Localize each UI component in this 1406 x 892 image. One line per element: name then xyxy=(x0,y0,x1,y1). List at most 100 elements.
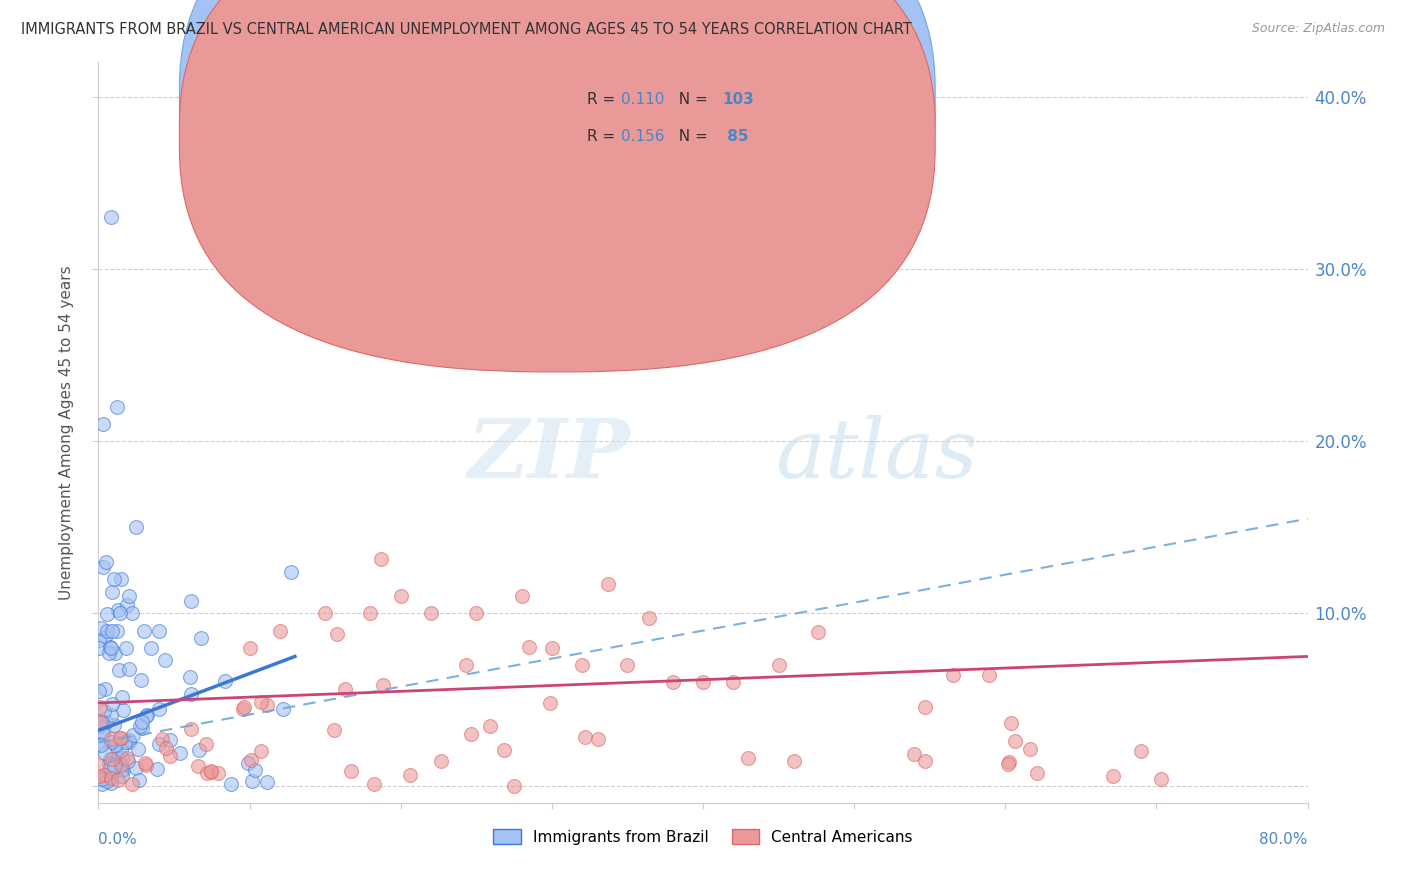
Text: R =: R = xyxy=(586,129,620,145)
Text: 0.110: 0.110 xyxy=(621,93,664,107)
Point xyxy=(783,755,806,769)
Point xyxy=(510,589,533,603)
Point xyxy=(104,647,127,661)
Point xyxy=(420,607,443,621)
Point xyxy=(93,768,115,782)
Point xyxy=(100,211,122,225)
Text: 0.156: 0.156 xyxy=(621,129,664,145)
Point xyxy=(129,673,152,687)
Point xyxy=(118,589,141,603)
Point xyxy=(187,758,209,772)
Point xyxy=(94,555,117,569)
Point xyxy=(94,630,117,644)
Text: atlas: atlas xyxy=(776,415,979,495)
Text: 80.0%: 80.0% xyxy=(1260,832,1308,847)
Point xyxy=(1102,769,1125,783)
Point xyxy=(110,731,132,746)
Point xyxy=(98,761,121,775)
Point xyxy=(370,551,392,566)
Point xyxy=(104,757,127,772)
Point xyxy=(214,674,236,689)
Point xyxy=(326,626,349,640)
Point xyxy=(280,566,302,580)
Legend: Immigrants from Brazil, Central Americans: Immigrants from Brazil, Central American… xyxy=(486,822,920,851)
Point xyxy=(105,400,128,414)
Point xyxy=(111,769,134,783)
Point xyxy=(128,773,150,788)
Point xyxy=(101,585,124,599)
Point xyxy=(93,704,115,718)
Point xyxy=(616,658,638,673)
Point xyxy=(112,703,135,717)
Point xyxy=(103,572,125,586)
Point xyxy=(169,747,191,761)
Point xyxy=(87,640,110,655)
Point xyxy=(87,683,110,698)
Point xyxy=(1000,715,1022,730)
Point xyxy=(117,661,139,675)
Point xyxy=(1129,744,1152,758)
Point xyxy=(661,675,683,690)
Point xyxy=(115,598,138,612)
Point xyxy=(107,603,129,617)
Point xyxy=(586,731,609,746)
Point xyxy=(190,631,212,645)
Point xyxy=(108,663,131,677)
Point xyxy=(159,733,181,747)
Y-axis label: Unemployment Among Ages 45 to 54 years: Unemployment Among Ages 45 to 54 years xyxy=(59,265,75,600)
Point xyxy=(664,266,686,280)
Point xyxy=(574,730,596,744)
Text: 0.0%: 0.0% xyxy=(98,832,138,847)
Point xyxy=(1150,772,1173,786)
Point xyxy=(125,761,148,775)
Point xyxy=(117,754,139,768)
Point xyxy=(115,751,138,765)
Point xyxy=(723,675,745,690)
Point xyxy=(256,775,278,789)
Point xyxy=(339,764,361,778)
Point xyxy=(110,758,132,772)
Point xyxy=(942,668,965,682)
Point xyxy=(232,699,254,714)
Point xyxy=(737,751,759,765)
Point xyxy=(243,764,266,778)
Point xyxy=(240,753,263,767)
Point xyxy=(100,772,122,786)
Point xyxy=(194,737,217,751)
Point xyxy=(89,769,111,783)
Point xyxy=(150,732,173,747)
Point xyxy=(363,777,385,791)
Point xyxy=(125,520,148,534)
Point xyxy=(1026,765,1049,780)
Point xyxy=(96,607,118,622)
Text: IMMIGRANTS FROM BRAZIL VS CENTRAL AMERICAN UNEMPLOYMENT AMONG AGES 45 TO 54 YEAR: IMMIGRANTS FROM BRAZIL VS CENTRAL AMERIC… xyxy=(21,22,912,37)
Point xyxy=(914,754,936,768)
Point xyxy=(127,741,149,756)
Point xyxy=(121,728,143,742)
Point xyxy=(90,714,112,729)
Point xyxy=(98,646,121,660)
Point xyxy=(135,709,157,723)
Point xyxy=(768,658,790,673)
Point xyxy=(91,417,114,431)
Point xyxy=(1004,734,1026,748)
Point xyxy=(94,746,117,760)
Point xyxy=(101,765,124,780)
Point xyxy=(98,640,121,654)
Point xyxy=(540,640,562,655)
Point xyxy=(108,607,131,621)
Point xyxy=(121,607,143,621)
Point xyxy=(502,779,524,793)
Point xyxy=(240,774,263,789)
Point xyxy=(110,572,132,586)
Point xyxy=(429,754,451,768)
Point xyxy=(90,739,112,753)
Point xyxy=(121,777,143,791)
Point xyxy=(571,658,593,673)
Point xyxy=(249,744,271,758)
Point xyxy=(107,772,129,787)
Text: Source: ZipAtlas.com: Source: ZipAtlas.com xyxy=(1251,22,1385,36)
Point xyxy=(195,765,218,780)
Point xyxy=(132,624,155,638)
Point xyxy=(360,607,382,621)
